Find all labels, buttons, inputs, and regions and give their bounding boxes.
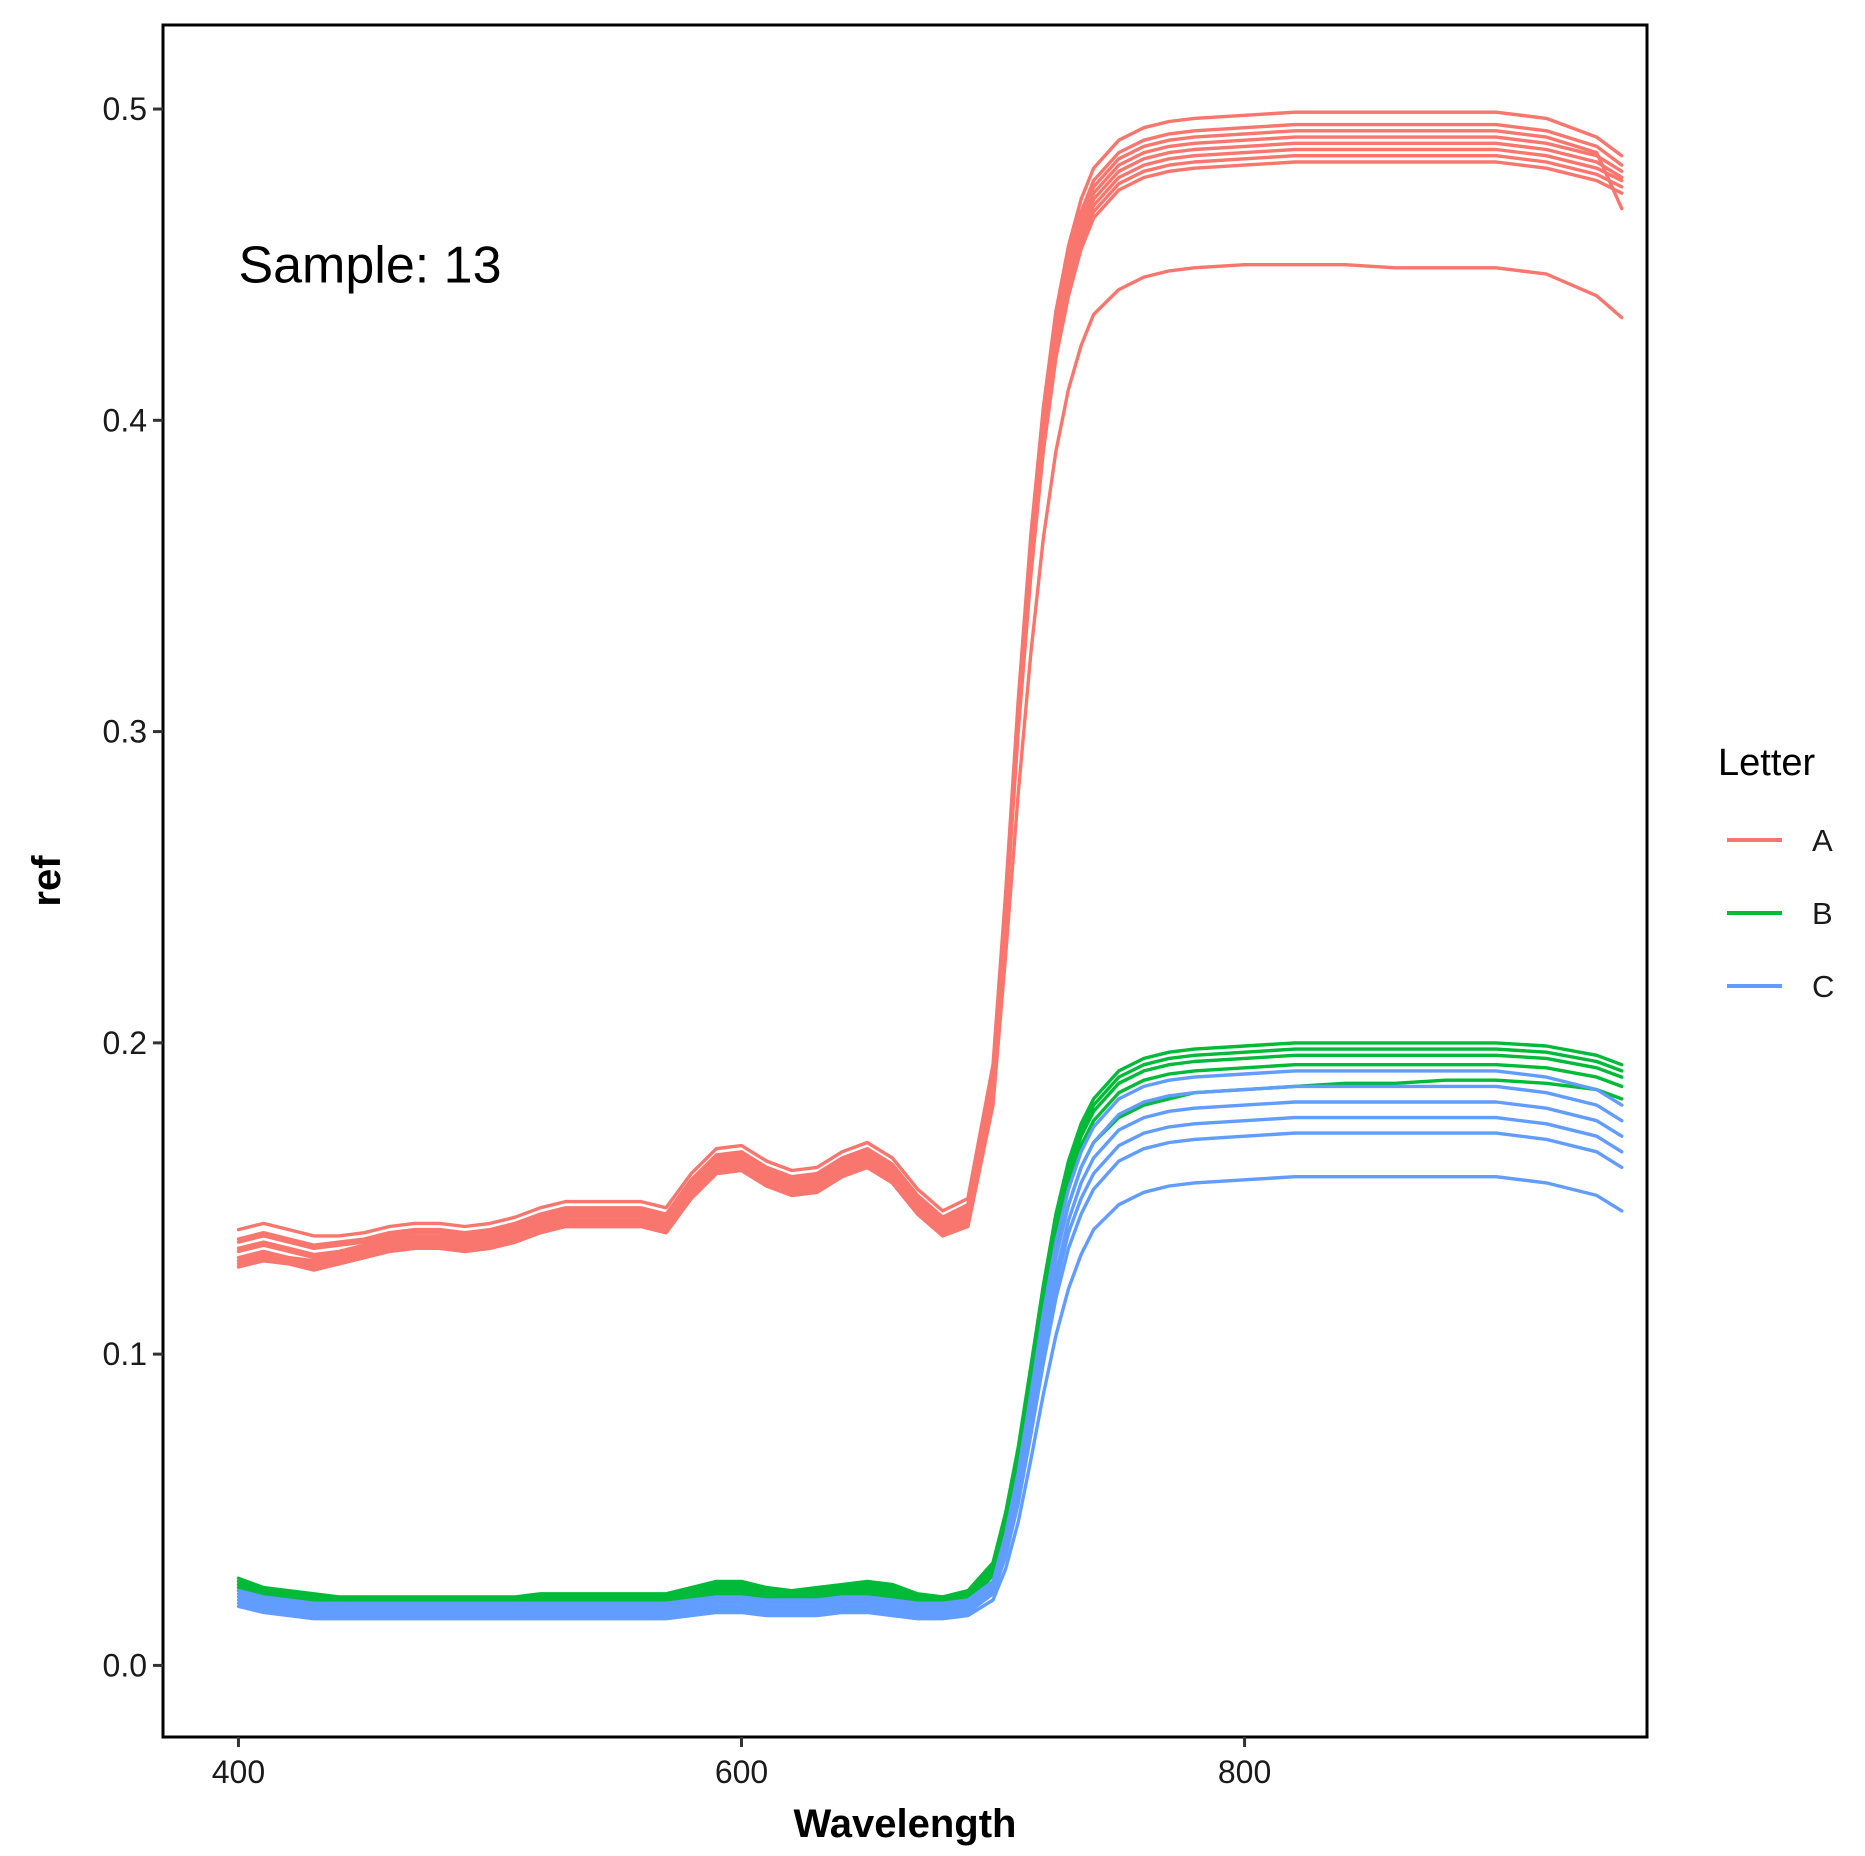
legend-label-b: B: [1812, 896, 1833, 931]
series-line-a-8: [236, 129, 1624, 1251]
axes-layer: 0.0 0.1 0.2 0.3 0.4 0.5 400 600 800: [103, 91, 1272, 1790]
series-line-a-6: [236, 153, 1624, 1266]
series-line-a-9: [236, 263, 1624, 1269]
series-line-a-5: [236, 110, 1624, 1238]
y-axis-title: ref: [25, 855, 69, 907]
y-tick-label: 0.5: [103, 91, 147, 127]
sample-annotation: Sample: 13: [238, 237, 501, 295]
series-line-b-12: [236, 1047, 1624, 1602]
series-line-c-18: [236, 1131, 1624, 1618]
series-line-b-13: [236, 1041, 1624, 1599]
x-axis-title: Wavelength: [794, 1802, 1017, 1846]
y-tick-label: 0.4: [103, 402, 147, 438]
series-line-c-19: [236, 1069, 1624, 1605]
series-line-c-20: [236, 1174, 1624, 1621]
x-tick-label: 600: [715, 1754, 768, 1790]
y-tick-label: 0.3: [103, 714, 147, 750]
series-line-a-3: [236, 135, 1624, 1257]
plot-panel-border: [161, 23, 1649, 1739]
legend-label-a: A: [1812, 823, 1833, 858]
plot-panel-background: [163, 25, 1647, 1737]
legend-label-c: C: [1812, 969, 1834, 1004]
series-line-a-7: [236, 141, 1624, 1260]
x-tick-label: 800: [1218, 1754, 1271, 1790]
series-layer: [236, 110, 1624, 1621]
legend-title: Letter: [1718, 742, 1816, 784]
series-line-c-16: [236, 1115, 1624, 1615]
series-line-a-4: [236, 122, 1624, 1247]
x-tick-label: 400: [212, 1754, 265, 1790]
y-tick-label: 0.2: [103, 1025, 147, 1061]
y-tick-label: 0.0: [103, 1647, 147, 1683]
legend: Letter A B C: [1718, 742, 1834, 1004]
series-line-a-2: [236, 147, 1624, 1263]
series-line-c-15: [236, 1100, 1624, 1612]
series-line-c-17: [236, 1084, 1624, 1609]
y-tick-label: 0.1: [103, 1336, 147, 1372]
